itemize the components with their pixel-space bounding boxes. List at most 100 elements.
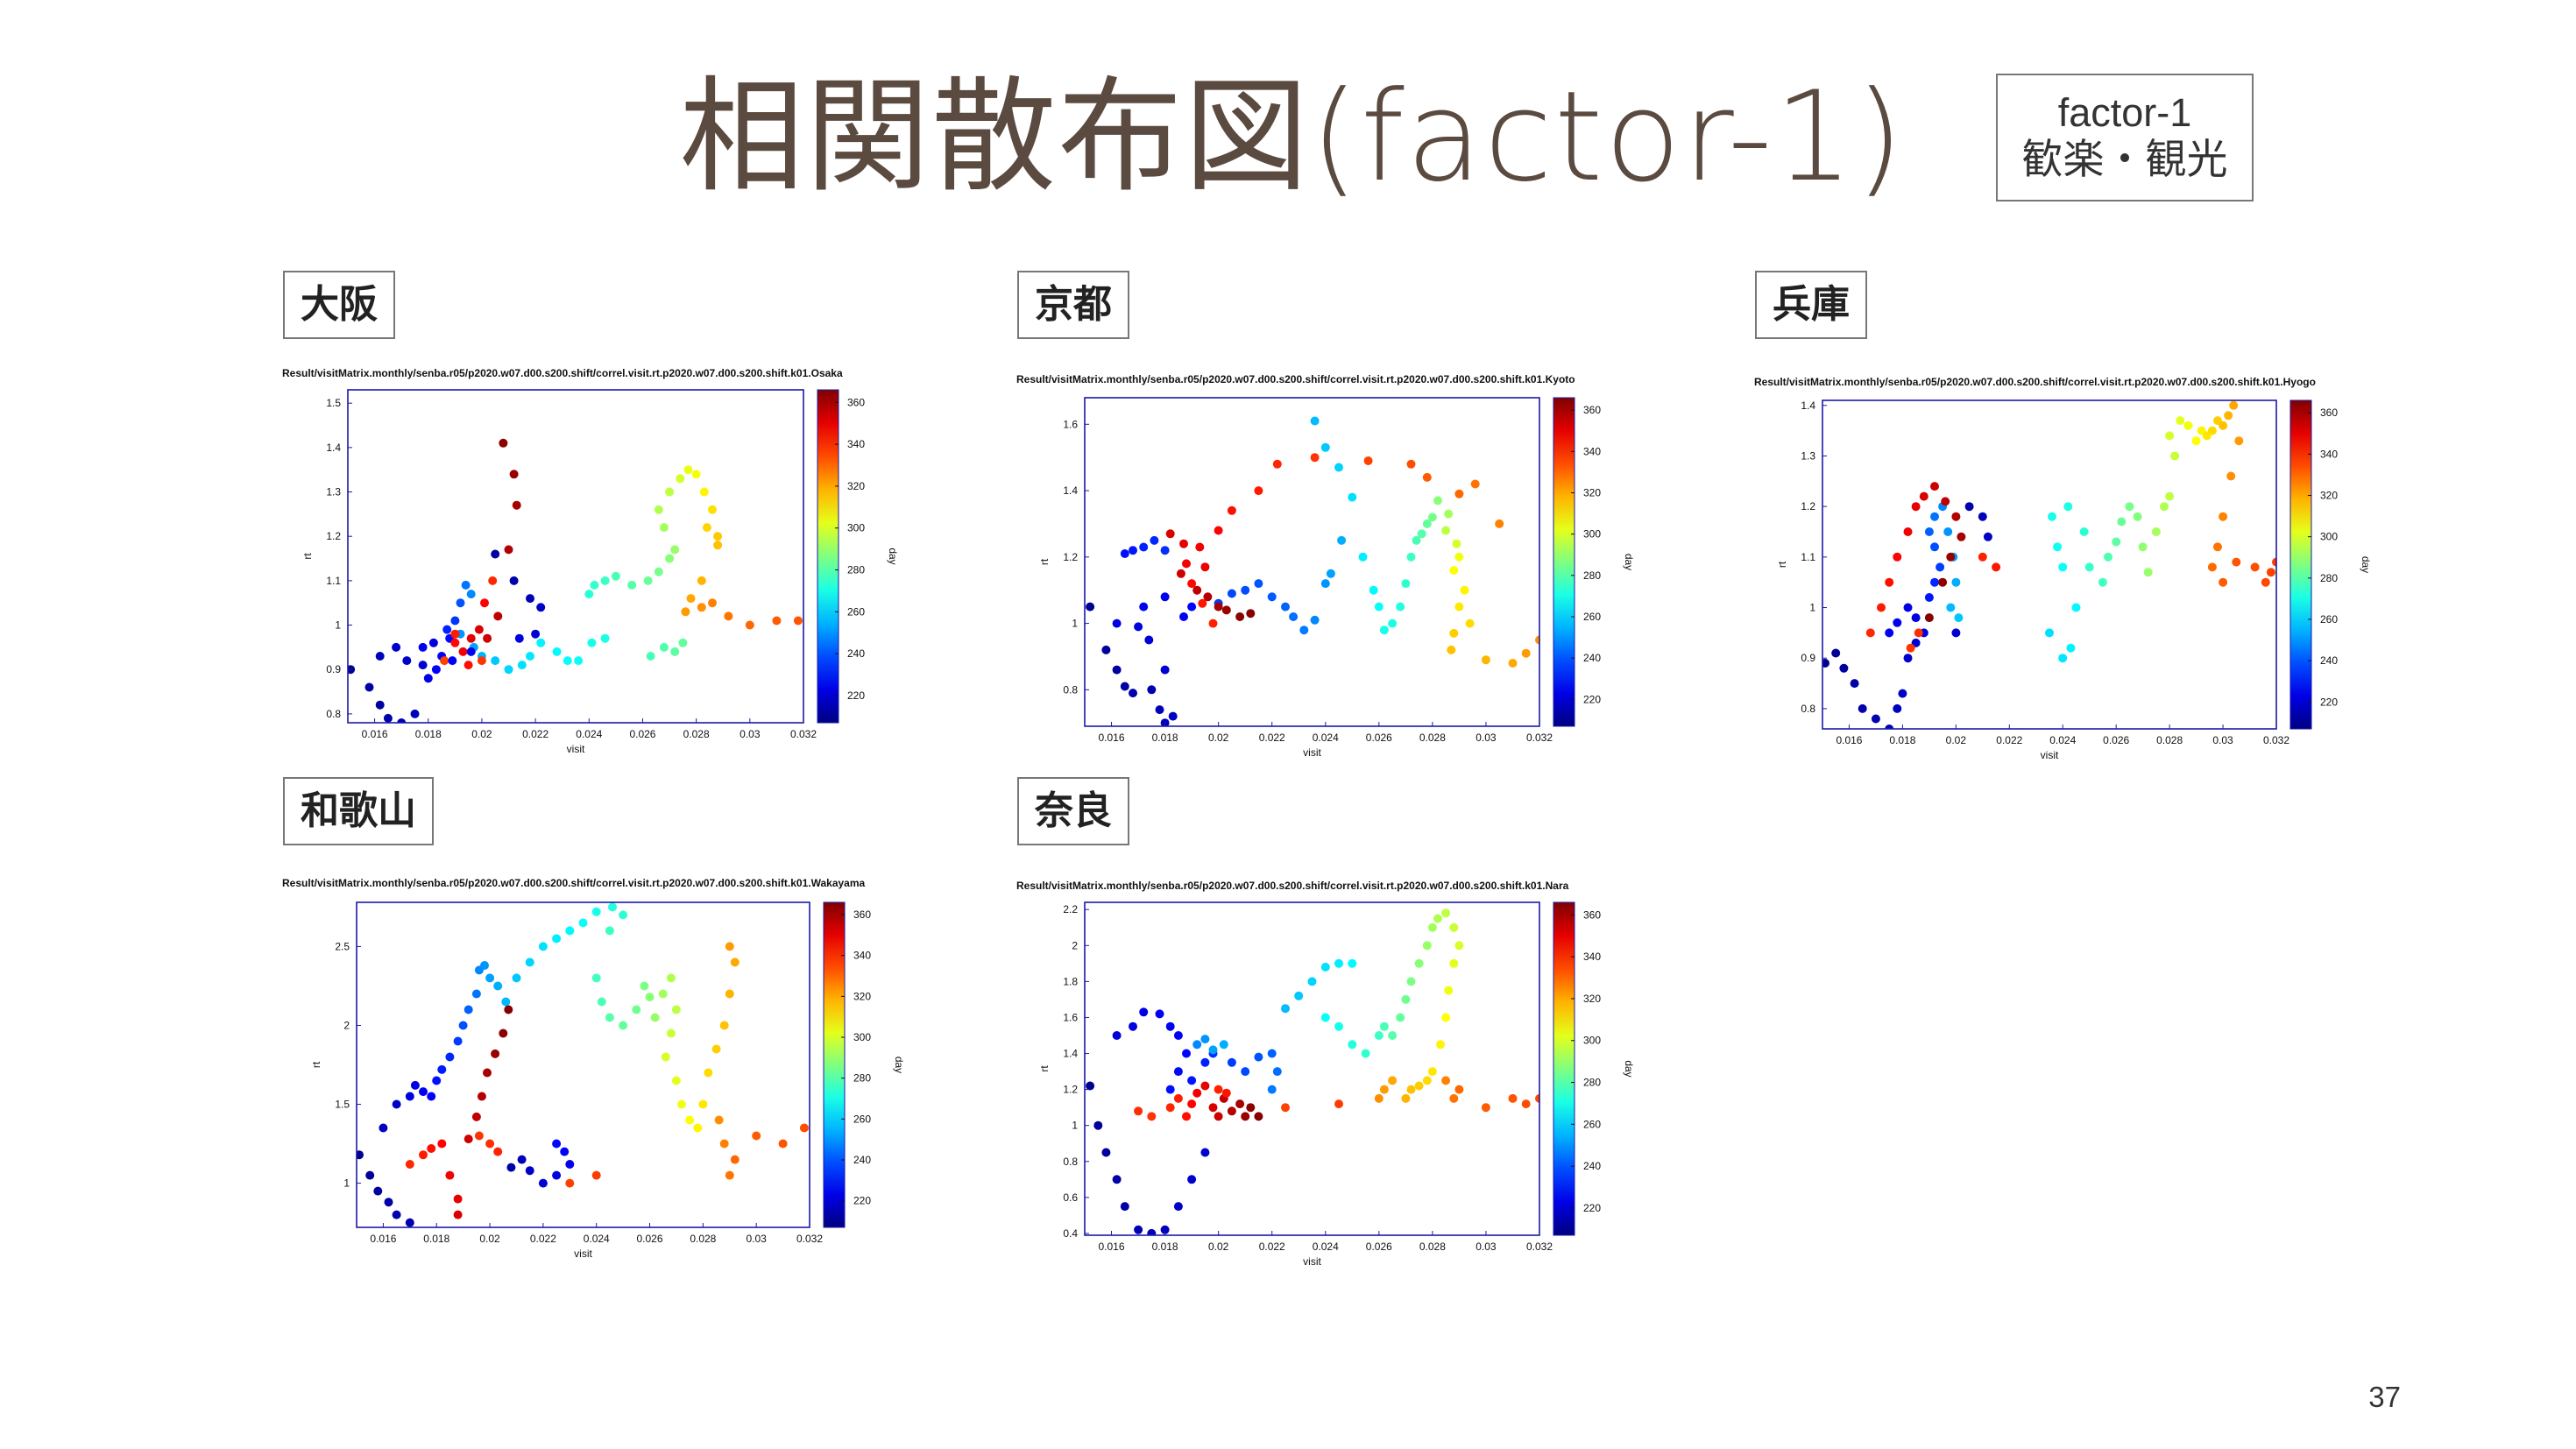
page-number: 37 — [2368, 1381, 2401, 1413]
data-point — [1182, 1112, 1191, 1121]
colorbar-tick-label: 240 — [1583, 1160, 1601, 1172]
scatter-chart-hyogo: Result/visitMatrix.monthly/senba.r05/p20… — [1754, 376, 2372, 761]
x-tick-label: 0.026 — [1366, 1240, 1392, 1253]
data-point — [1310, 416, 1320, 426]
data-point — [1992, 562, 2001, 572]
data-point — [1374, 1031, 1384, 1040]
data-point — [1943, 527, 1953, 536]
y-tick-label: 1.4 — [1063, 484, 1078, 497]
data-point — [1903, 603, 1913, 612]
data-point — [1165, 529, 1175, 539]
data-point — [499, 438, 508, 448]
data-point — [2138, 542, 2148, 552]
data-point — [1294, 991, 1304, 1000]
data-point — [1187, 1076, 1197, 1085]
colorbar-tick-label: 220 — [847, 689, 865, 702]
data-point — [1951, 512, 1961, 521]
data-point — [2160, 502, 2169, 512]
data-point — [1086, 602, 1095, 611]
data-point — [725, 942, 734, 951]
y-tick-label: 1.1 — [326, 575, 341, 587]
region-label-osaka: 大阪 — [283, 271, 395, 339]
data-point — [1858, 703, 1867, 713]
x-tick-label: 0.016 — [370, 1233, 396, 1245]
y-tick-label: 1 — [335, 619, 341, 632]
data-point — [1093, 1120, 1103, 1130]
data-point — [1401, 994, 1411, 1004]
data-point — [1822, 659, 1829, 668]
data-point — [1433, 914, 1442, 923]
data-point — [1187, 1175, 1197, 1184]
data-point — [666, 973, 676, 983]
data-point — [1906, 643, 1915, 653]
data-point — [1508, 659, 1518, 668]
data-point — [1129, 546, 1137, 555]
data-point — [1348, 958, 1357, 968]
data-point — [1427, 512, 1437, 522]
data-point — [1134, 622, 1143, 632]
data-point — [483, 633, 492, 643]
data-point — [1134, 1106, 1143, 1116]
data-point — [1221, 1088, 1231, 1098]
x-tick-label: 0.022 — [1996, 734, 2022, 746]
data-point — [1363, 456, 1373, 465]
data-point — [591, 907, 601, 916]
data-point — [480, 598, 489, 608]
data-point — [1831, 648, 1841, 658]
y-tick-label: 0.6 — [1063, 1191, 1078, 1204]
data-point — [1885, 577, 1894, 587]
data-point — [1272, 459, 1282, 469]
data-point — [719, 1139, 729, 1149]
data-point — [1406, 459, 1416, 469]
data-point — [1139, 1007, 1149, 1017]
colorbar-tick-label: 320 — [853, 990, 871, 1002]
data-point — [1120, 682, 1129, 691]
data-point — [697, 576, 706, 585]
data-point — [619, 1021, 628, 1030]
scatter-chart-kyoto: Result/visitMatrix.monthly/senba.r05/p20… — [1016, 373, 1635, 759]
data-point — [1219, 1040, 1228, 1050]
data-point — [461, 580, 471, 590]
y-axis-label: rt — [1776, 561, 1788, 568]
x-tick-label: 0.028 — [690, 1233, 716, 1245]
x-tick-label: 0.026 — [2103, 734, 2129, 746]
data-point — [1441, 908, 1451, 918]
x-tick-label: 0.024 — [576, 728, 602, 740]
x-tick-label: 0.024 — [1313, 732, 1339, 744]
data-point — [375, 652, 385, 661]
colorbar — [1553, 901, 1575, 1236]
data-point — [1208, 618, 1218, 628]
region-label-wakayama: 和歌山 — [283, 777, 434, 845]
x-tick-label: 0.016 — [1836, 734, 1862, 746]
data-point — [464, 1134, 473, 1144]
x-tick-label: 0.028 — [683, 728, 710, 740]
data-point — [605, 1013, 614, 1022]
data-point — [1086, 1081, 1095, 1091]
data-point — [645, 993, 655, 1002]
x-tick-label: 0.016 — [362, 728, 388, 740]
data-point — [1388, 618, 1398, 628]
data-point — [1508, 1093, 1518, 1103]
slide-title: 相関散布図(factor-1) — [679, 65, 1906, 209]
data-point — [640, 981, 649, 991]
data-point — [1877, 603, 1886, 612]
data-point — [442, 625, 452, 634]
data-point — [1379, 1085, 1389, 1094]
data-point — [2229, 400, 2239, 410]
data-point — [2191, 436, 2201, 446]
data-point — [1924, 527, 1934, 536]
data-point — [552, 934, 562, 944]
data-point — [1865, 628, 1875, 638]
colorbar-label: day — [2360, 556, 2372, 573]
factor-label-box: factor-1 歓楽・観光 — [1996, 74, 2254, 201]
data-point — [493, 1147, 503, 1156]
x-tick-label: 0.026 — [629, 728, 655, 740]
data-point — [1417, 529, 1426, 539]
data-point — [2266, 568, 2275, 577]
colorbar — [1553, 397, 1575, 727]
data-point — [1144, 635, 1154, 645]
data-point — [445, 1052, 455, 1062]
data-point — [2058, 654, 2068, 663]
data-point — [1374, 1093, 1384, 1103]
colorbar — [823, 901, 846, 1228]
